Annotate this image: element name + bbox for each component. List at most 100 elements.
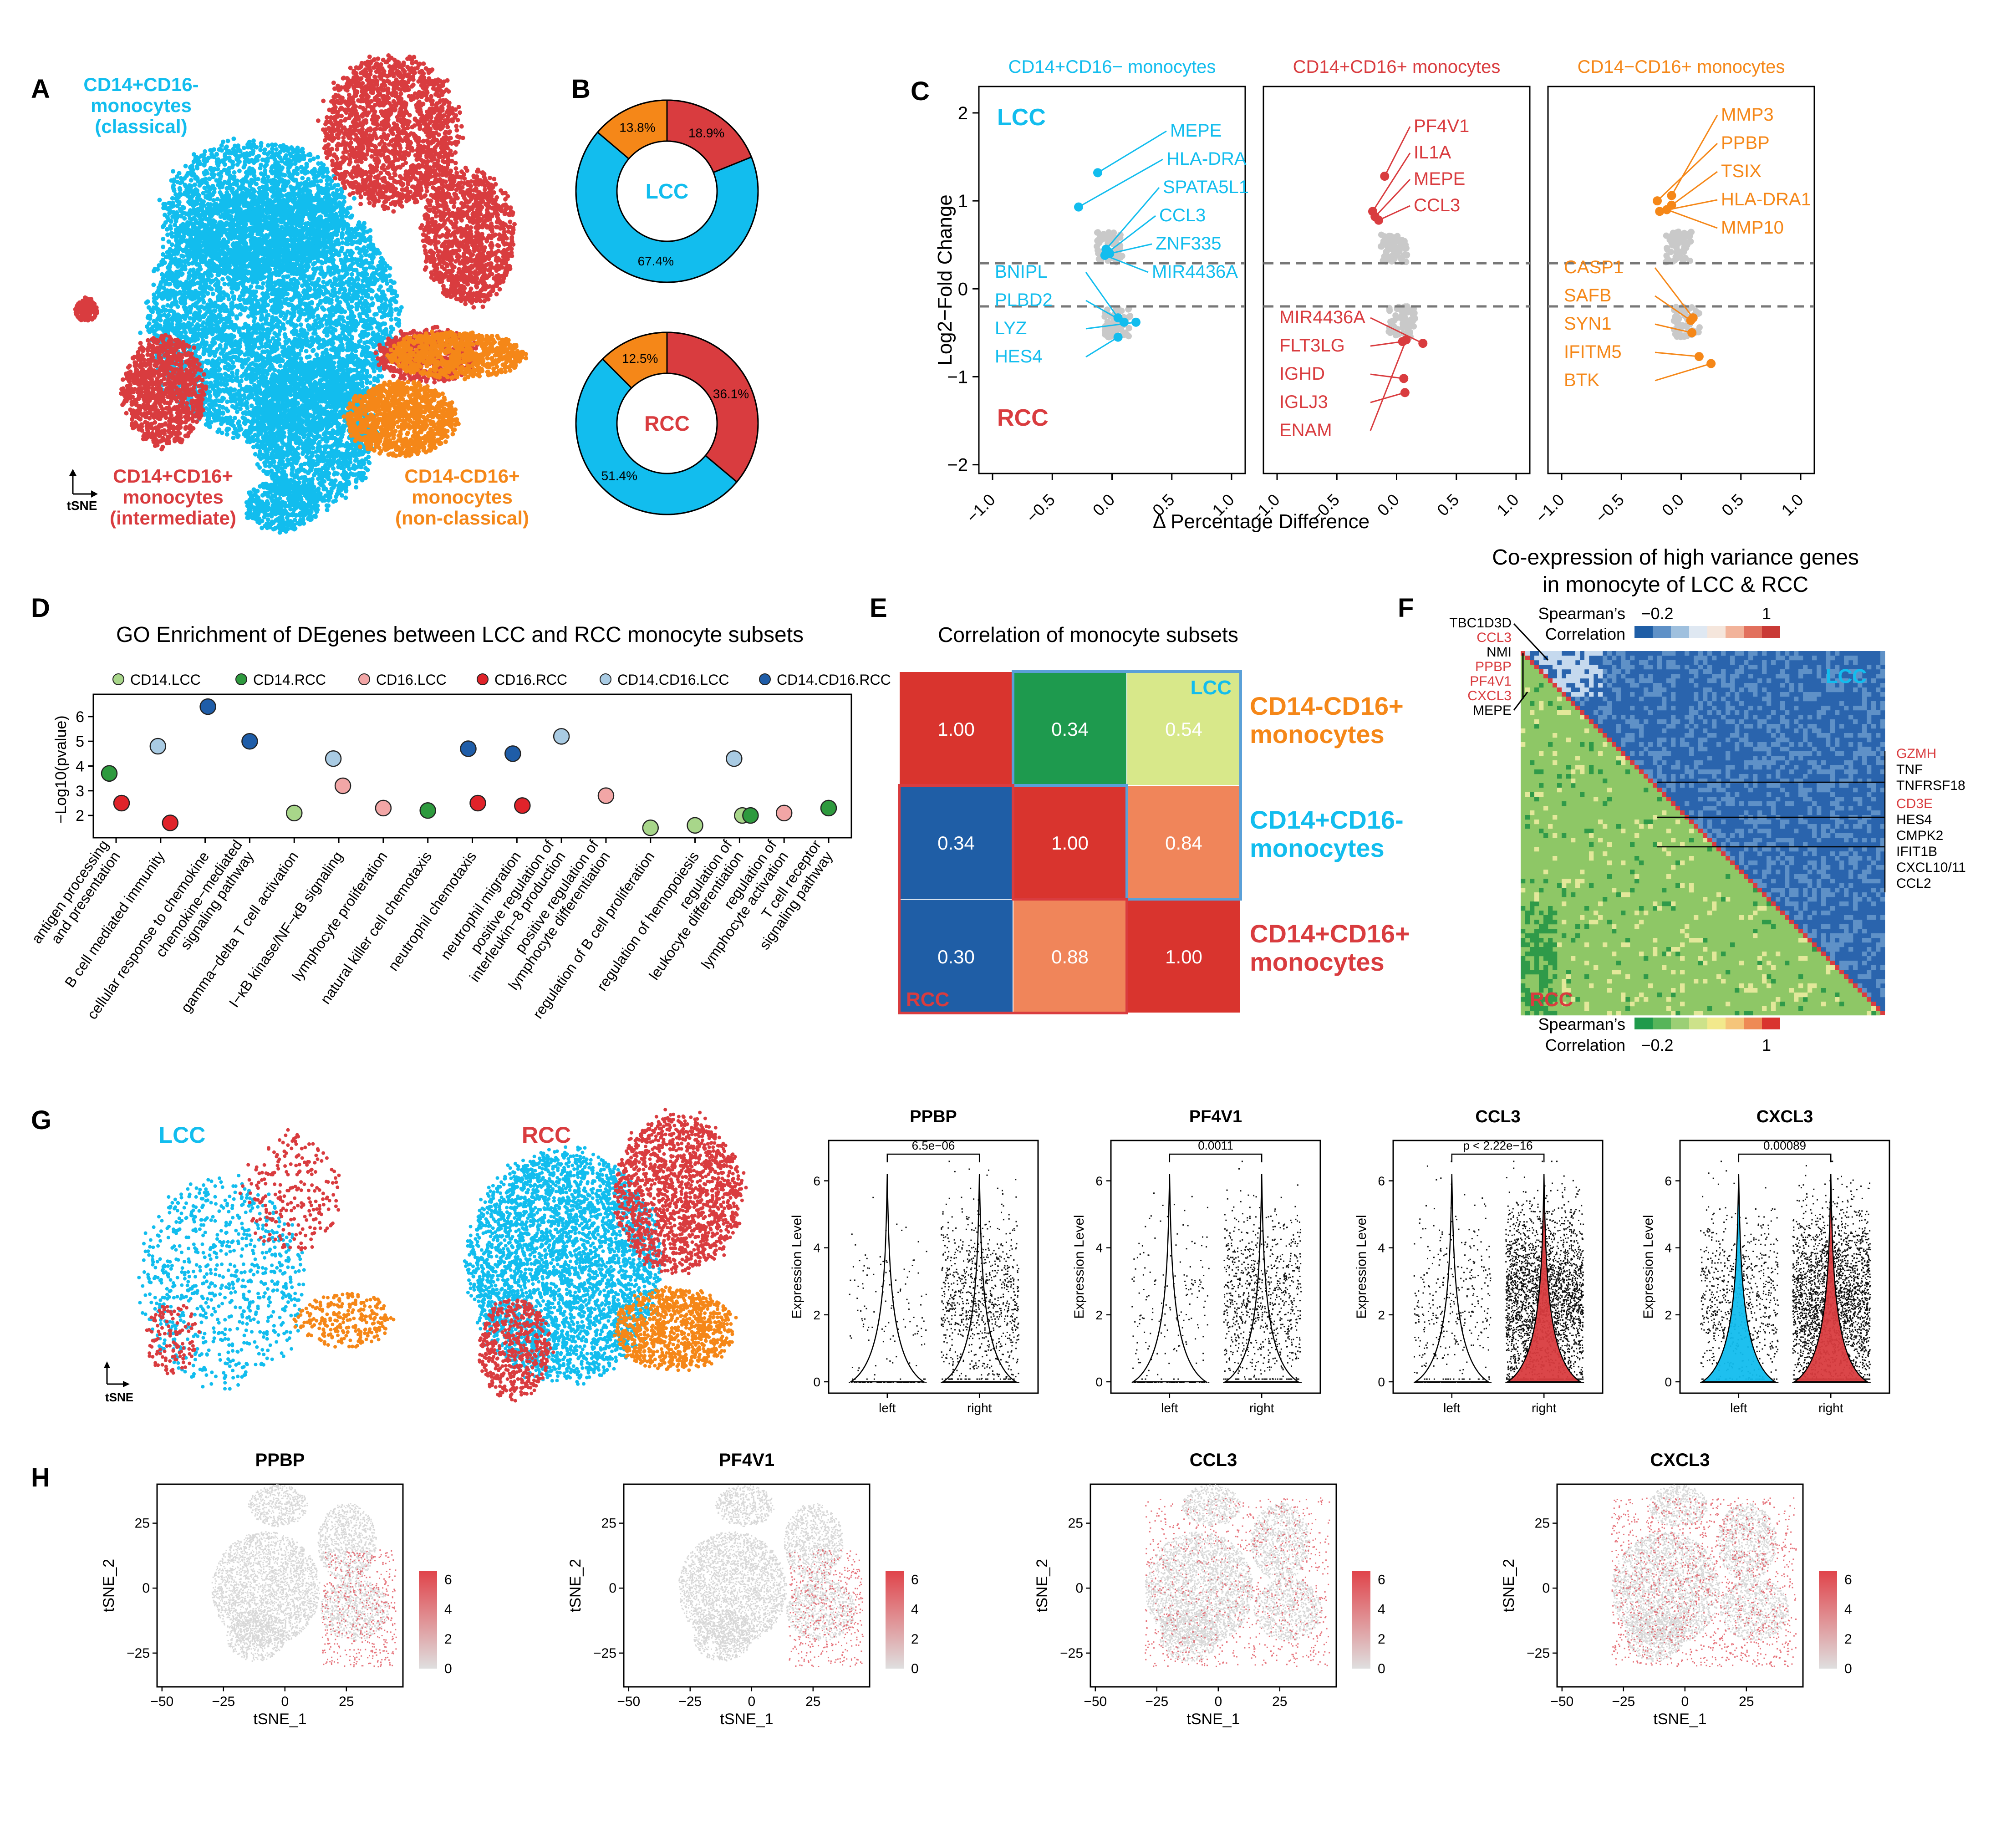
legend-swatch — [235, 673, 247, 685]
y-tick-label: 0 — [1542, 1581, 1550, 1596]
cluster-label: CD14+CD16- — [83, 74, 199, 95]
y-tick-label: 6 — [1378, 1174, 1385, 1188]
gene-bracket-left — [1513, 623, 1549, 711]
pvalue-label: 6.5e−06 — [912, 1139, 955, 1152]
gene-label-up: MMP3 — [1721, 105, 1774, 125]
gene-label-right: TNF — [1896, 762, 1923, 777]
slice-percent-label: 36.1% — [713, 387, 749, 401]
gene-point-down — [1113, 332, 1123, 342]
feature-expression-points — [321, 1549, 397, 1668]
label-leader-line — [1085, 272, 1119, 318]
label-leader-line — [1105, 255, 1149, 273]
colorbar-tick-label: 2 — [1378, 1632, 1385, 1647]
violin-shape — [1700, 1174, 1777, 1383]
x-tick-label: 0.5 — [1718, 490, 1747, 519]
y-axis-title: Expression Level — [1641, 1215, 1656, 1319]
violin-shape — [1505, 1174, 1583, 1383]
cluster-intermediate-points-left — [119, 333, 209, 452]
legend-label: CD16.LCC — [376, 672, 447, 688]
x-tick-label: −25 — [1145, 1694, 1168, 1709]
go-term-point — [149, 738, 167, 755]
label-leader-line — [1655, 363, 1711, 382]
panel-g-tsne-violins: LCC RCC tSNE PPBP 0 2 4 6 Expression Level left ri… — [104, 1107, 1890, 1415]
gene-label-up: MMP10 — [1721, 218, 1784, 238]
legend-title: Correlation — [1545, 625, 1625, 643]
y-tick-label: 6 — [1665, 1174, 1672, 1188]
x-tick-label: 0 — [1681, 1694, 1689, 1709]
legend-swatch — [477, 673, 489, 685]
donut-center-label: RCC — [644, 412, 690, 435]
gene-label-down: IGLJ3 — [1279, 392, 1328, 412]
legend-swatch — [1634, 626, 1653, 638]
legend-title: Spearman’s — [1538, 1015, 1625, 1033]
legend-swatch — [1744, 1018, 1762, 1029]
category-label: neutrophil chemotaxis — [385, 848, 479, 974]
label-leader-line — [1671, 115, 1718, 196]
x-tick-label: left — [879, 1401, 896, 1415]
violin-title: CCL3 — [1475, 1107, 1520, 1126]
corner-label-rcc: RCC — [997, 405, 1049, 431]
gene-label-left: TBC1D3D — [1449, 616, 1512, 631]
gene-label-down: HES4 — [995, 346, 1043, 367]
x-axis-title: tSNE_1 — [253, 1711, 306, 1728]
gene-label-up: PPBP — [1721, 133, 1770, 153]
colorbar — [1819, 1571, 1837, 1669]
cluster-classical-points-bottom — [246, 356, 380, 513]
row-label: monocytes — [1250, 720, 1385, 748]
colorbar-tick-label: 6 — [1844, 1573, 1852, 1588]
gene-label-right: HES4 — [1896, 812, 1932, 827]
y-tick-label: 25 — [1535, 1516, 1550, 1531]
cluster-classical-points-tail — [244, 477, 321, 535]
y-tick-label: 5 — [76, 733, 84, 750]
legend-label: CD14.LCC — [130, 672, 201, 688]
x-tick-label: 25 — [1272, 1694, 1287, 1709]
label-leader-line — [1384, 126, 1411, 177]
label-leader-line — [1655, 351, 1700, 357]
gene-label-up: ZNF335 — [1156, 234, 1222, 254]
legend-swatch — [1726, 1018, 1744, 1029]
correlation-cell — [1013, 785, 1127, 900]
y-tick-label: −25 — [127, 1646, 150, 1661]
x-tick-label: right — [1532, 1401, 1557, 1415]
label-leader-line — [1666, 209, 1718, 229]
y-tick-label: 6 — [76, 708, 84, 726]
gene-label-down: ENAM — [1279, 420, 1332, 440]
legend-swatch — [358, 673, 370, 685]
feature-expression-points — [1145, 1497, 1330, 1667]
gene-label-left: CCL3 — [1477, 630, 1512, 645]
lcc-intermediate-points — [238, 1128, 341, 1252]
correlation-value: 0.54 — [1165, 718, 1202, 740]
lcc-nonclassical-points — [292, 1292, 396, 1349]
y-tick-label: 4 — [1095, 1241, 1103, 1255]
x-tick-label: 0.5 — [1433, 490, 1462, 519]
label-leader-line — [1085, 300, 1125, 323]
label-leader-line — [1078, 158, 1163, 208]
y-axis-title: Log2−Fold Change — [934, 194, 956, 366]
colorbar-tick-label: 2 — [911, 1632, 919, 1647]
gene-point-up — [1380, 172, 1390, 181]
correlation-value: 0.84 — [1165, 832, 1202, 854]
tsne-axis-label: tSNE — [67, 499, 97, 513]
donut-center-label: LCC — [646, 179, 689, 203]
y-axis-title: Expression Level — [789, 1215, 804, 1319]
legend-swatch — [600, 673, 611, 685]
gene-point-down — [1687, 328, 1697, 337]
violin-shape — [1223, 1174, 1300, 1383]
y-tick-label: 6 — [1095, 1174, 1103, 1188]
x-tick-label: left — [1161, 1401, 1178, 1415]
pvalue-label: 0.00089 — [1763, 1139, 1806, 1152]
panel-letter-e: E — [870, 593, 887, 623]
label-leader-line — [1375, 178, 1411, 217]
correlation-value: 0.34 — [1051, 718, 1089, 740]
gene-label-down: MIR4436A — [1279, 307, 1365, 327]
gene-point-up — [1374, 215, 1384, 225]
x-axis-title: tSNE_1 — [720, 1711, 773, 1728]
x-tick-label: −50 — [1084, 1694, 1107, 1709]
colorbar-tick-label: 4 — [444, 1602, 452, 1617]
gene-label-up: CCL3 — [1159, 205, 1206, 225]
y-tick-label: 25 — [135, 1516, 150, 1531]
legend-label: CD16.RCC — [494, 672, 567, 688]
gene-label-left: NMI — [1487, 645, 1512, 660]
legend-swatch — [1689, 1018, 1707, 1029]
correlation-cell — [899, 785, 1013, 900]
